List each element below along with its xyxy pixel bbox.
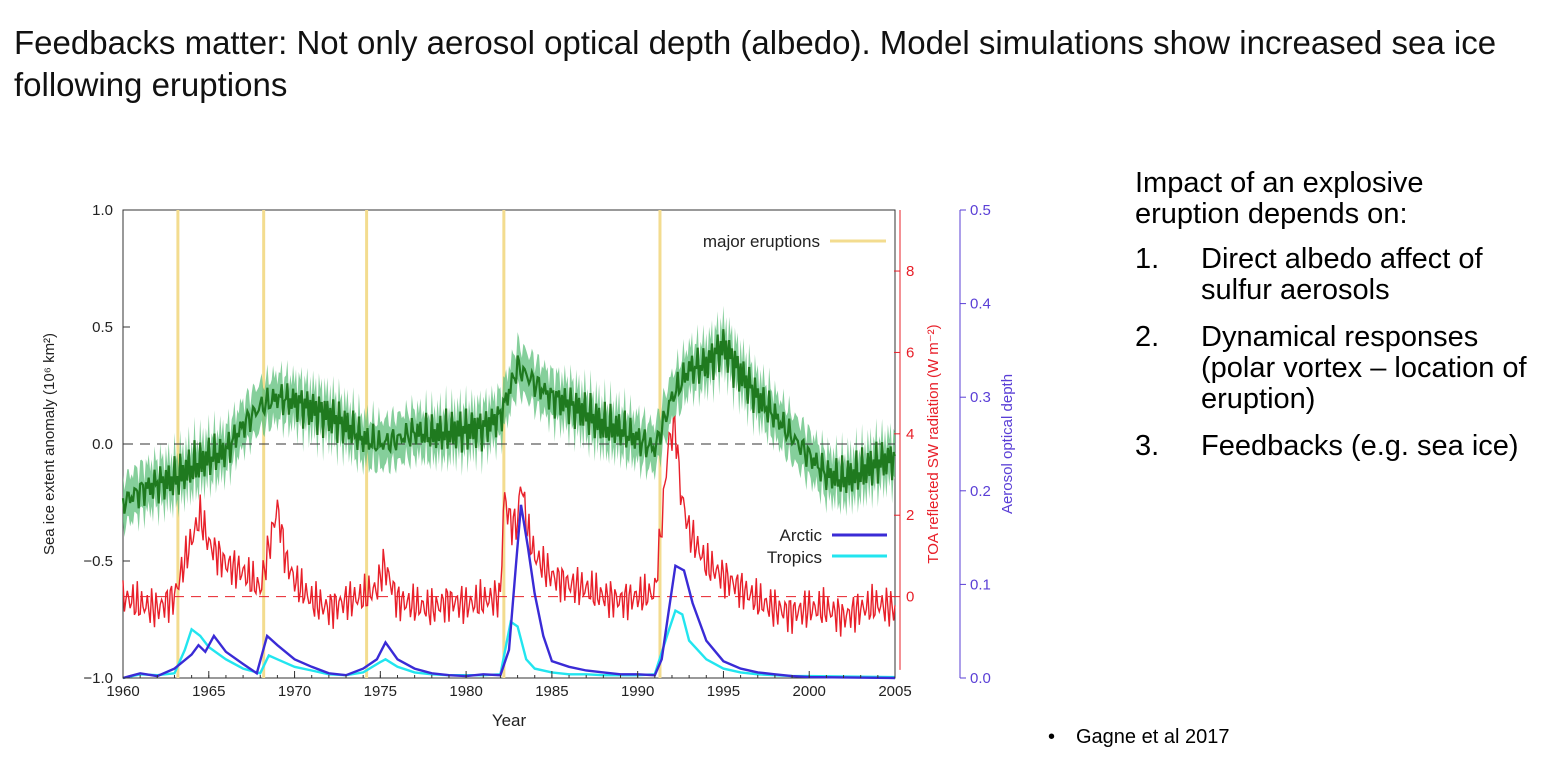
sea-ice-chart: 1960 1965 1970 1975 1980 1985 1990 1995 2000 2005… [30,186,1040,746]
x-tick-label: 1995 [707,683,740,700]
x-tick-label: 2005 [878,683,911,700]
citation: • Gagne et al 2017 [1048,726,1229,749]
list-item: 1. Direct albedo affect of sulfur aeroso… [1135,244,1530,306]
right-axis-label-aod: Aerosol optical depth [999,374,1016,514]
aod-tick-label: 0.5 [970,202,991,219]
list-item-text: Direct albedo affect of sulfur aerosols [1201,243,1483,306]
list-item-number: 1. [1135,243,1160,275]
toa-tick-label: 4 [906,426,914,443]
x-tick-label: 1990 [621,683,654,700]
side-lead-text: Impact of an explosive eruption depends … [1135,167,1424,230]
right-axis-label-toa: TOA reflected SW radiation (W m⁻²) [925,324,942,563]
sea-ice-series-line [121,329,897,514]
y-tick-label: −1.0 [83,670,113,687]
toa-tick-label: 0 [906,589,914,606]
legend-tropics-label: Tropics [767,548,822,567]
toa-tick-label: 8 [906,263,914,280]
toa-tick-label: 2 [906,507,914,524]
x-tick-label: 1975 [364,683,397,700]
x-tick-label: 1985 [535,683,568,700]
x-tick-label: 1965 [192,683,225,700]
y-tick-label: −0.5 [83,553,113,570]
y-axis-label: Sea ice extent anomaly (10⁶ km²) [41,333,58,555]
list-item-text: Feedbacks (e.g. sea ice) [1201,430,1519,462]
side-panel: Impact of an explosive eruption depends … [1135,168,1530,478]
x-tick-label: 1970 [278,683,311,700]
legend-arctic-label: Arctic [780,526,823,545]
slide-title: Feedbacks matter: Not only aerosol optic… [14,24,1497,103]
y-tick-label: 0.0 [92,436,113,453]
list-item-number: 3. [1135,430,1160,462]
citation-text: Gagne et al 2017 [1076,726,1230,748]
x-tick-label: 1960 [106,683,139,700]
x-axis-label: Year [492,711,527,730]
x-tick-label: 1980 [449,683,482,700]
toa-sw-series-line [122,415,896,637]
list-item-text: Dynamical responses (polar vortex – loca… [1201,321,1527,415]
aod-tick-label: 0.2 [970,483,991,500]
aod-tick-label: 0.0 [970,670,991,687]
y-tick-label: 0.5 [92,319,113,336]
bullet-icon: • [1048,726,1056,748]
aod-tick-label: 0.3 [970,389,991,406]
chart-svg: 1960 1965 1970 1975 1980 1985 1990 1995 2000 2005… [41,202,1016,730]
list-item: 2. Dynamical responses (polar vortex – l… [1135,322,1530,415]
y-tick-label: 1.0 [92,202,113,219]
list-item: 3. Feedbacks (e.g. sea ice) [1135,431,1530,462]
legend-major-eruptions: major eruptions [703,232,820,251]
impact-list: 1. Direct albedo affect of sulfur aeroso… [1135,244,1530,462]
toa-tick-label: 6 [906,344,914,361]
aod-tick-label: 0.1 [970,576,991,593]
aod-tick-label: 0.4 [970,296,991,313]
x-tick-label: 2000 [793,683,826,700]
list-item-number: 2. [1135,321,1160,353]
